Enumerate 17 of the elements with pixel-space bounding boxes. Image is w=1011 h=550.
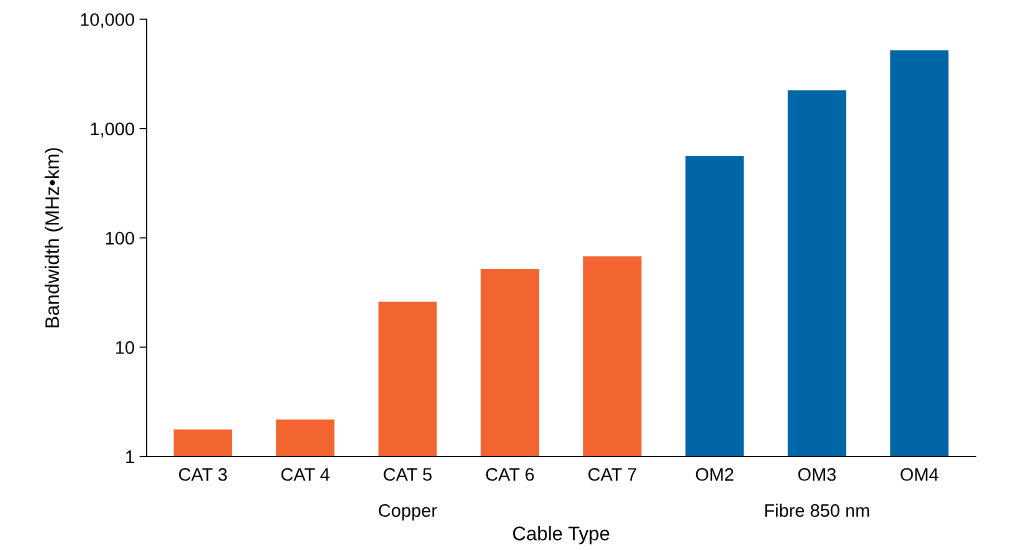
y-tick-label: 1 <box>126 450 134 464</box>
x-tick-label: OM2 <box>695 468 734 481</box>
y-tick-label: 10,000 <box>80 13 135 29</box>
x-tick-label: CAT 4 <box>281 468 330 481</box>
x-tick-label: CAT 3 <box>179 468 227 481</box>
x-tick-label: CAT 6 <box>486 468 534 481</box>
text: Fibre 850 nm <box>765 503 869 517</box>
x-tick-label: CAT 5 <box>383 468 432 481</box>
text: Copper <box>378 504 437 521</box>
x-tick-label: OM4 <box>900 468 939 481</box>
y-tick-label: 100 <box>106 231 135 245</box>
x-axis-title: Cable Type <box>513 526 610 545</box>
y-axis-title: Bandwidth (MHz•km) <box>44 148 63 328</box>
y-tick-label: 10 <box>116 341 135 354</box>
x-tick-label: CAT 7 <box>588 468 637 481</box>
x-tick-label: OM3 <box>798 468 836 481</box>
y-tick-label: 1,000 <box>90 122 135 138</box>
